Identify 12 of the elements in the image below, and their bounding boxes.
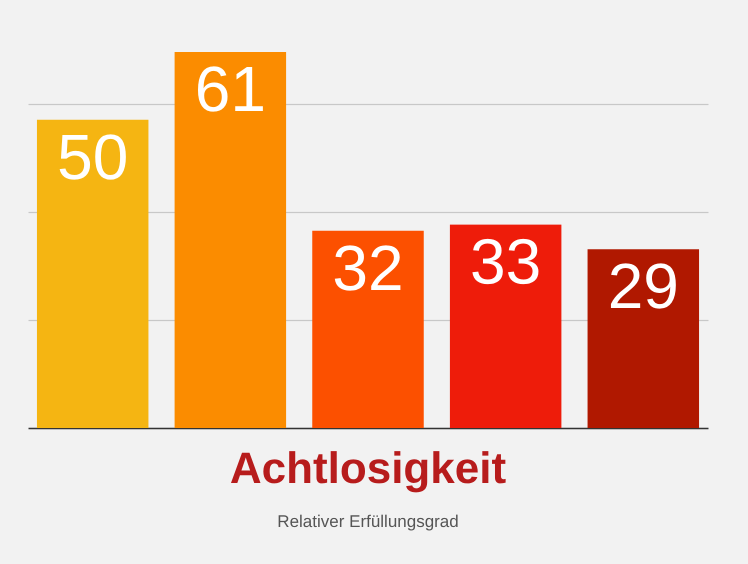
- bar: [36, 120, 148, 428]
- bar: [588, 249, 700, 428]
- bar: [450, 224, 562, 428]
- data-label: 33: [470, 226, 542, 298]
- data-label: 32: [332, 232, 404, 304]
- bar: [312, 230, 424, 428]
- data-label: 29: [608, 250, 679, 322]
- data-label: 61: [194, 53, 266, 125]
- bar: [174, 52, 286, 428]
- data-label: 50: [57, 120, 128, 193]
- text: Achtlosigkeit: [230, 444, 506, 493]
- text: Relativer Erfüllungsgrad: [277, 512, 459, 531]
